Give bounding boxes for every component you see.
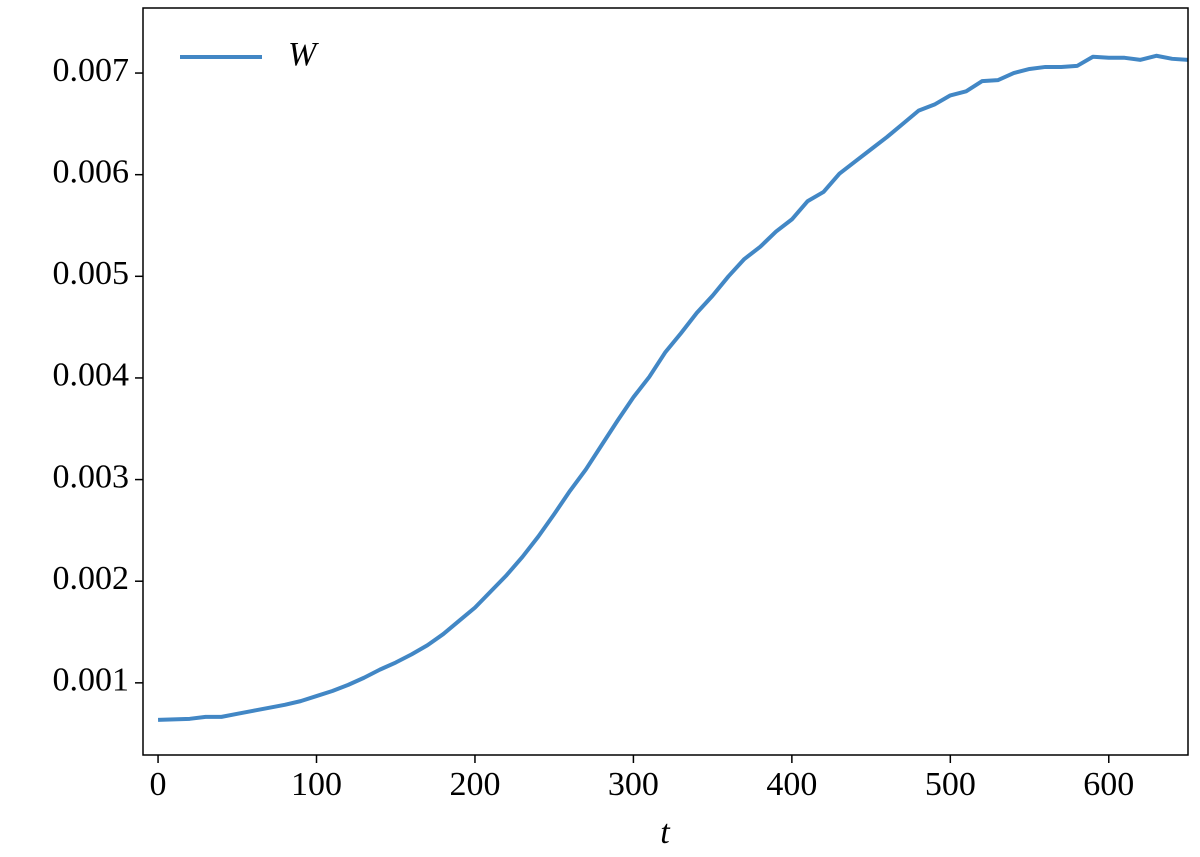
y-tick-label: 0.005 <box>53 255 130 292</box>
y-tick-label: 0.006 <box>53 153 130 190</box>
y-tick-label: 0.007 <box>53 52 130 89</box>
data-line <box>158 53 1189 722</box>
x-tick-label: 600 <box>1083 766 1134 803</box>
x-tick-label: 0 <box>150 766 167 803</box>
y-tick-label: 0.001 <box>53 662 130 699</box>
x-tick-label: 200 <box>449 766 500 803</box>
legend-label: W <box>288 36 319 73</box>
plot-frame <box>142 7 1189 756</box>
x-tick-label: 400 <box>766 766 817 803</box>
x-tick-label: 100 <box>291 766 342 803</box>
y-tick-label: 0.003 <box>53 458 130 495</box>
y-tick-label: 0.004 <box>53 357 130 394</box>
y-tick-label: 0.002 <box>53 560 130 597</box>
x-tick-label: 500 <box>925 766 976 803</box>
x-axis-label: t <box>660 814 671 851</box>
x-tick-label: 300 <box>608 766 659 803</box>
